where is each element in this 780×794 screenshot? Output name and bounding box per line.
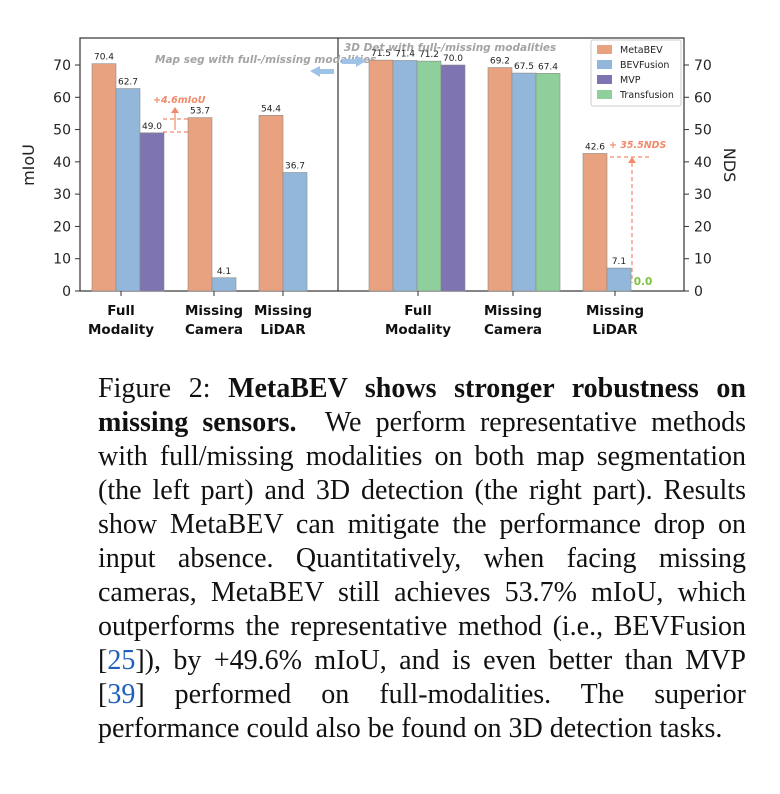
bar-metabev	[91, 63, 117, 292]
left-axis-label: mIoU	[19, 144, 38, 186]
map-seg-gain-annotation: +4.6mIoU	[153, 95, 206, 133]
data-label: 4.1	[217, 267, 231, 277]
y-tick-label: 20	[53, 219, 71, 235]
x-tick-label: Camera	[185, 322, 243, 338]
map-seg-gain-label: +4.6mIoU	[153, 95, 206, 106]
data-label: 49.0	[142, 122, 162, 132]
bar-metabev	[368, 59, 394, 292]
x-tick-label: Missing	[254, 303, 312, 319]
x-tick-label: Modality	[385, 322, 451, 338]
data-label: 71.4	[395, 49, 415, 59]
bar-metabev	[487, 67, 513, 292]
bar-transfusion	[535, 73, 561, 292]
data-label: 70.0	[443, 54, 463, 64]
data-label: 62.7	[118, 78, 138, 88]
det-gain-annotation: + 35.5NDS	[609, 140, 667, 283]
left-title-arrow	[310, 66, 334, 77]
y-tick-label: 30	[694, 187, 712, 203]
data-label: 67.5	[514, 62, 534, 72]
x-tick-label: Full	[107, 303, 134, 319]
bar-mvp	[440, 64, 466, 292]
caption-text-2: ]), by +49.6% mIoU, and is even better t…	[98, 645, 746, 710]
legend-label-bevfusion: BEVFusion	[620, 60, 669, 71]
y-tick-label: 40	[53, 155, 71, 171]
legend-swatch-transfusion	[597, 90, 612, 99]
x-tick-label: Missing	[484, 303, 542, 319]
map-seg-title: Map seg with full-/missing modalities	[155, 54, 376, 66]
det-gain-label: + 35.5NDS	[609, 140, 667, 151]
legend-swatch-bevfusion	[597, 60, 612, 69]
citation-link-25[interactable]: 25	[107, 645, 136, 676]
data-label: 36.7	[285, 162, 305, 172]
data-label: 71.5	[371, 49, 391, 59]
right-axis-label: NDS	[720, 148, 739, 182]
bar-bevfusion	[392, 60, 418, 292]
x-tick-label: LiDAR	[592, 322, 638, 338]
legend: MetaBEV BEVFusion MVP Transfusion	[590, 39, 682, 107]
bar-bevfusion	[211, 277, 237, 292]
data-label: 7.1	[612, 257, 626, 267]
y-tick-label: 40	[694, 155, 712, 171]
x-tick-label: Modality	[88, 322, 154, 338]
legend-label-transfusion: Transfusion	[619, 90, 674, 101]
y-tick-label: 20	[694, 219, 712, 235]
legend-box	[590, 39, 682, 107]
y-tick-label: 0	[694, 284, 703, 300]
legend-label-metabev: MetaBEV	[620, 45, 663, 56]
bar-metabev	[258, 115, 284, 292]
y-tick-label: 30	[53, 187, 71, 203]
x-tick-label: Camera	[484, 322, 542, 338]
bar-metabev	[187, 117, 213, 292]
right-title-arrow	[342, 56, 366, 67]
data-label: 42.6	[585, 142, 605, 152]
data-label: 54.4	[261, 104, 281, 114]
caption-label: Figure 2:	[98, 373, 211, 404]
legend-swatch-mvp	[597, 75, 612, 84]
det-title: 3D Det with full-/missing modalities	[344, 42, 556, 54]
x-tick-label: LiDAR	[260, 322, 306, 338]
map-seg-gain-arrowhead	[171, 107, 179, 113]
data-label: 71.2	[419, 50, 439, 60]
bar-bevfusion	[511, 72, 537, 292]
bar-bevfusion	[282, 172, 308, 292]
y-tick-label: 60	[53, 90, 71, 106]
x-tick-label: Missing	[185, 303, 243, 319]
y-tick-label: 0	[62, 284, 71, 300]
x-tick-label: Missing	[586, 303, 644, 319]
bar-mvp	[139, 132, 165, 292]
figure-2-chart: mIoU NDS Map seg with full-/missing moda…	[19, 37, 739, 338]
x-tick-label: Full	[404, 303, 431, 319]
caption-lead: MetaBEV shows stronger robustness on mis…	[98, 373, 746, 438]
caption-text-1: We perform representative methods with f…	[98, 407, 747, 676]
figure-caption: Figure 2: MetaBEV shows stronger robustn…	[98, 372, 746, 746]
caption-text-3: ] performed on full-modalities. The supe…	[98, 679, 746, 744]
chart-marks: 0 10 20 30 40 50 60 70 70.4 62.7 49.0 Full Modality 5…	[53, 49, 712, 338]
bar-bevfusion	[115, 88, 141, 292]
y-tick-label: 70	[694, 58, 712, 74]
bar-transfusion	[416, 60, 442, 292]
data-label: 0.0	[634, 276, 653, 288]
y-tick-label: 50	[694, 123, 712, 139]
legend-swatch-metabev	[597, 45, 612, 54]
y-tick-label: 70	[53, 58, 71, 74]
y-tick-label: 10	[53, 252, 71, 268]
y-tick-label: 60	[694, 90, 712, 106]
citation-link-39[interactable]: 39	[107, 679, 136, 710]
data-label: 53.7	[190, 107, 210, 117]
data-label: 70.4	[94, 53, 114, 63]
data-label: 67.4	[538, 62, 558, 72]
legend-label-mvp: MVP	[620, 75, 641, 86]
data-label: 69.2	[490, 57, 510, 67]
bar-metabev	[582, 153, 608, 292]
y-tick-label: 10	[694, 252, 712, 268]
det-gain-arrowhead	[628, 157, 636, 163]
bar-bevfusion	[606, 267, 632, 292]
y-tick-label: 50	[53, 123, 71, 139]
